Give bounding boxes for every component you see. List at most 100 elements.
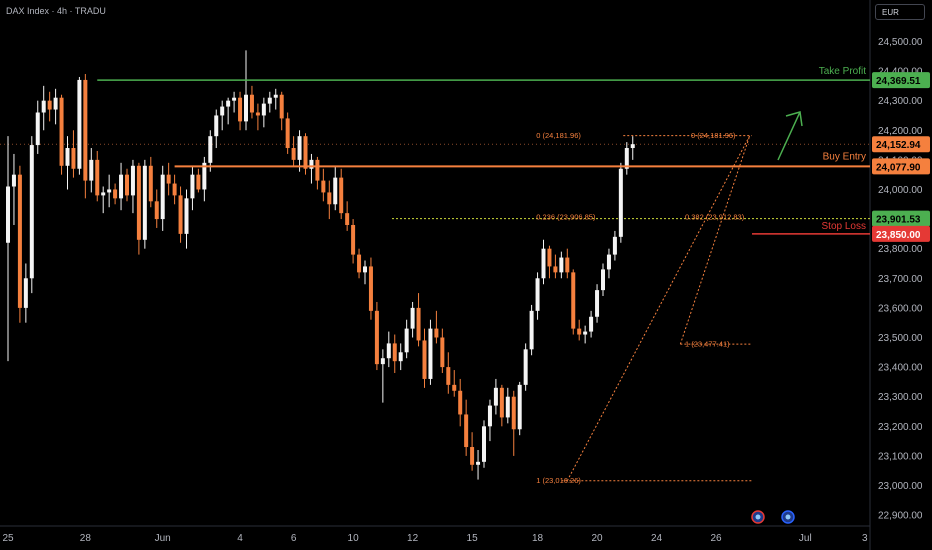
time-tick-label: 12: [407, 533, 419, 544]
candle-body: [517, 384, 522, 430]
candle-body: [345, 213, 350, 225]
fib-label: 1 (23,016.26): [536, 476, 581, 485]
candle-body: [380, 358, 385, 365]
fib-level-tag-bg: [872, 210, 930, 227]
candle-body: [148, 165, 153, 202]
take-profit-label: Take Profit: [819, 66, 866, 77]
price-tick-label: 23,800.00: [878, 244, 923, 255]
candle-body: [315, 159, 320, 181]
candle-body: [47, 100, 52, 110]
candle-body: [303, 136, 308, 169]
candle-body: [476, 461, 481, 465]
fib-label: 0 (24,181.96): [536, 131, 581, 140]
candle-body: [571, 272, 576, 329]
candle-body: [285, 118, 290, 149]
candle-body: [166, 174, 171, 184]
stop-loss-tag: 23,850.00: [876, 230, 921, 241]
stop-loss-tag-bg: [872, 225, 930, 242]
buy-entry-tag: 24,077.90: [876, 162, 921, 173]
candle-body: [83, 79, 88, 181]
up-arrow-head-icon: [785, 111, 803, 127]
candle-body: [321, 180, 326, 193]
candle-body: [440, 337, 445, 368]
time-tick-label: 25: [2, 533, 14, 544]
candle-body: [416, 307, 421, 341]
candle-body: [535, 278, 540, 311]
candle-body: [29, 145, 34, 279]
candle-body: [577, 328, 582, 335]
buy-entry-tag-bg: [872, 158, 930, 175]
candle-body: [398, 352, 403, 362]
last-price-tag: 24,152.94: [876, 140, 921, 151]
time-tick-label: 26: [710, 533, 722, 544]
price-tick-label: 24,200.00: [878, 126, 923, 137]
candle-body: [119, 174, 124, 199]
price-tick-label: 23,600.00: [878, 303, 923, 314]
candle-body: [428, 328, 433, 379]
price-tick-label: 23,400.00: [878, 363, 923, 374]
take-profit-tag-bg: [872, 72, 930, 89]
time-tick-label: 6: [291, 533, 297, 544]
fib-label: 0.382 (23,912.83): [685, 213, 745, 222]
candle-body: [244, 94, 248, 122]
candle-body: [404, 328, 409, 353]
candle-body: [220, 106, 225, 116]
fib-diagonal-1: [566, 135, 751, 481]
candle-body: [606, 254, 611, 270]
candle-body: [23, 278, 28, 308]
fib-label: 1 (23,477.41): [685, 340, 730, 349]
time-tick-label: 18: [532, 533, 544, 544]
candle-body: [190, 174, 195, 199]
candle-body: [499, 387, 504, 418]
candle-body: [232, 97, 237, 101]
time-tick-label: 24: [651, 533, 663, 544]
candle-body: [446, 367, 451, 385]
candle-body: [71, 148, 76, 169]
candle-body: [196, 174, 201, 190]
take-profit-tag: 24,369.51: [876, 76, 921, 87]
candle-body: [464, 414, 469, 448]
candle-body: [59, 97, 64, 166]
candle-body: [136, 165, 141, 240]
candle-body: [297, 136, 302, 160]
candle-body: [125, 174, 129, 196]
chart-title: DAX Index · 4h · TRADU: [6, 6, 106, 16]
candle-body: [374, 310, 379, 365]
price-tick-label: 23,500.00: [878, 333, 923, 344]
candle-body: [351, 224, 356, 255]
fib-label: 0.236 (23,906.85): [536, 213, 596, 222]
candle-body: [184, 198, 189, 234]
price-tick-label: 24,400.00: [878, 67, 923, 78]
candle-body: [107, 189, 112, 193]
candle-body: [214, 115, 219, 137]
candle-body: [154, 201, 159, 220]
candle-body: [339, 177, 344, 214]
candle-body: [559, 257, 564, 273]
up-arrow-icon: [777, 111, 801, 161]
price-tick-label: 22,900.00: [878, 511, 923, 522]
candle-body: [172, 183, 177, 196]
candle-body: [273, 94, 278, 98]
currency-selector[interactable]: EUR: [875, 4, 925, 20]
price-tick-label: 24,300.00: [878, 96, 923, 107]
time-tick-label: 10: [348, 533, 360, 544]
candle-body: [434, 328, 439, 338]
candle-body: [130, 165, 135, 196]
candle-body: [255, 112, 260, 116]
candle-body: [113, 189, 118, 199]
candle-body: [77, 79, 82, 169]
candle-body: [357, 254, 362, 273]
candle-body: [327, 192, 332, 205]
candle-body: [35, 112, 40, 146]
last-price-tag-bg: [872, 136, 930, 153]
event-dot-icon: [755, 514, 761, 520]
candle-body: [261, 103, 266, 116]
candle-body: [612, 236, 617, 255]
fib-label: 0 (24,181.96): [691, 131, 736, 140]
price-tick-label: 23,700.00: [878, 274, 923, 285]
candle-body: [505, 396, 510, 418]
time-tick-label: 15: [467, 533, 479, 544]
time-tick-label: 20: [591, 533, 603, 544]
candle-body: [624, 148, 629, 169]
